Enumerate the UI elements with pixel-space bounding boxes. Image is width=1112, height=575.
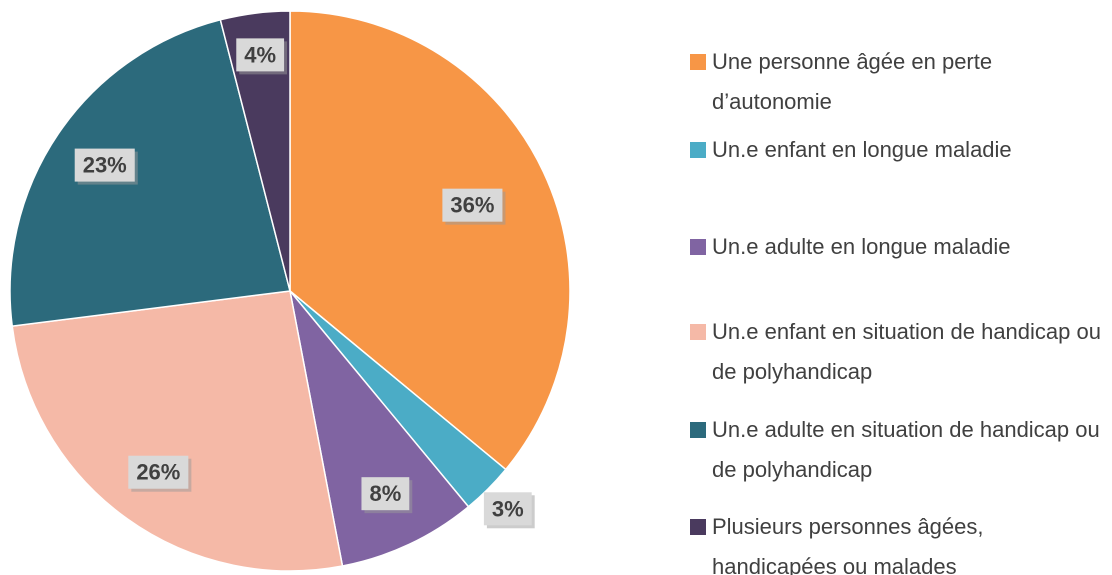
data-label-text: 3%: [492, 496, 524, 521]
legend-label: Un.e enfant en longue maladie: [712, 137, 1012, 162]
data-label: 36%: [442, 188, 506, 225]
legend-item: Un.e adulte en longue maladie: [690, 227, 1105, 267]
data-label: 8%: [361, 477, 413, 514]
legend-swatch: [690, 54, 706, 70]
data-label-text: 4%: [244, 42, 276, 67]
pie-slice: [9, 18, 291, 327]
legend-item: Un.e enfant en situation de handicap ou …: [690, 312, 1105, 392]
label-box: [128, 455, 189, 489]
legend-swatch: [690, 422, 706, 438]
legend-swatch: [690, 142, 706, 158]
data-label: 3%: [483, 492, 535, 529]
legend-label: Un.e adulte en situation de handicap ou …: [712, 417, 1100, 482]
legend-item: Une personne âgée en perte d’autonomie: [690, 42, 1105, 122]
label-box: [442, 188, 503, 222]
pie-slice: [289, 290, 470, 567]
label-box: [74, 148, 135, 182]
label-box: [236, 38, 285, 72]
legend-item: Un.e enfant en longue maladie: [690, 130, 1105, 170]
pie-area: 36% 3% 8% 26% 23% 4%: [9, 10, 571, 572]
legend-item: Un.e adulte en situation de handicap ou …: [690, 410, 1105, 490]
data-label-text: 8%: [369, 481, 401, 506]
data-label: 4%: [236, 38, 288, 75]
legend-label: Plusieurs personnes âgées, handicapées o…: [712, 514, 984, 575]
legend-swatch: [690, 239, 706, 255]
data-label: 26%: [128, 455, 192, 492]
pie-slice: [219, 10, 291, 292]
data-label-text: 23%: [83, 153, 127, 178]
data-label: 23%: [74, 148, 138, 185]
legend-swatch: [690, 324, 706, 340]
pie-slice: [289, 10, 571, 471]
label-box: [483, 492, 532, 526]
pie-slice: [11, 290, 344, 572]
legend-label: Une personne âgée en perte d’autonomie: [712, 49, 993, 114]
label-box: [361, 477, 410, 511]
legend-swatch: [690, 519, 706, 535]
legend-item: Plusieurs personnes âgées, handicapées o…: [690, 507, 1105, 575]
legend-label: Un.e enfant en situation de handicap ou …: [712, 319, 1101, 384]
legend-label: Un.e adulte en longue maladie: [712, 234, 1011, 259]
data-label-text: 26%: [136, 460, 180, 485]
data-label-text: 36%: [450, 193, 494, 218]
